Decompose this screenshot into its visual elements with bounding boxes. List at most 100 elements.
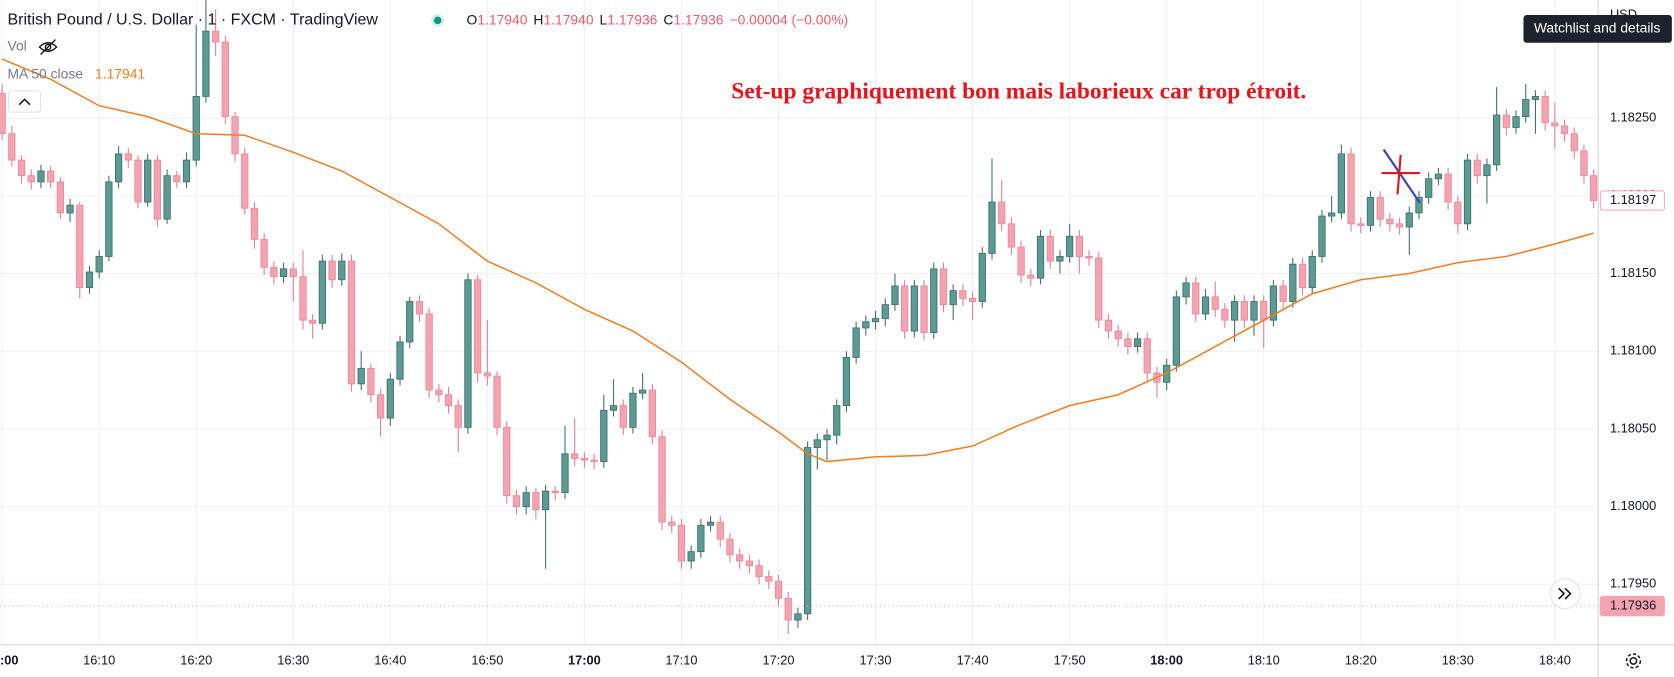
candle-body xyxy=(503,426,511,497)
candle-body xyxy=(299,276,307,321)
y-tick-label: 1.18250 xyxy=(1610,110,1656,125)
candle-body xyxy=(1298,263,1307,288)
drawing-cross[interactable] xyxy=(1396,154,1402,195)
candle-body xyxy=(8,133,16,161)
candle-body xyxy=(1415,196,1423,214)
candle-body xyxy=(454,405,462,428)
candle-body xyxy=(784,597,792,621)
candle-body xyxy=(134,159,142,203)
candle-body xyxy=(619,405,627,428)
candle-body xyxy=(1075,235,1083,257)
candle-body xyxy=(1434,173,1443,180)
x-tick-label: 16:40 xyxy=(374,652,406,667)
candle-body xyxy=(1056,256,1064,262)
candle-body xyxy=(968,297,977,302)
drawing-line[interactable] xyxy=(1382,148,1421,204)
candle-body xyxy=(27,175,35,183)
x-tick-label: 17:20 xyxy=(762,652,794,667)
symbol-title[interactable]: British Pound / U.S. Dollar · 1 · FXCM ·… xyxy=(7,12,378,29)
candle-body xyxy=(95,256,103,273)
candle-body xyxy=(85,271,94,288)
y-tick-label: 1.17950 xyxy=(1610,576,1656,591)
candle-body xyxy=(639,389,647,394)
candle-body xyxy=(328,260,336,281)
ohlc-value: 1.17936 xyxy=(607,11,657,27)
candle-body xyxy=(939,268,948,306)
candle-body xyxy=(998,201,1006,225)
settings-button[interactable] xyxy=(1625,653,1642,669)
candle-body xyxy=(483,372,491,377)
candle-body xyxy=(512,495,521,508)
candle-body xyxy=(493,375,501,428)
candle-body xyxy=(561,453,569,494)
candle-body xyxy=(1580,150,1588,177)
price-label: 1.17936 xyxy=(1610,597,1656,612)
candle-body xyxy=(1347,153,1355,225)
candle-body xyxy=(435,389,443,396)
candle-body xyxy=(338,260,346,281)
candle-body xyxy=(1328,212,1336,217)
candle-body xyxy=(910,285,918,332)
hidden-eye-icon[interactable] xyxy=(38,39,58,56)
candle-body xyxy=(260,238,268,268)
x-tick-label: 17:00 xyxy=(568,652,601,667)
candle-body xyxy=(1269,285,1278,321)
candle-body xyxy=(76,204,84,288)
grid xyxy=(0,0,1599,645)
price-label-box xyxy=(1599,190,1665,211)
candle-body xyxy=(978,252,986,302)
candle-body xyxy=(0,92,6,135)
candle-body xyxy=(522,492,530,508)
candle-body xyxy=(425,313,433,391)
x-tick-label: 17:10 xyxy=(665,652,697,667)
ohlc-value: 1.17940 xyxy=(543,11,593,27)
candle-body xyxy=(648,389,656,438)
candle-body xyxy=(163,175,171,220)
candle-body xyxy=(1357,223,1365,226)
candle-body xyxy=(202,30,210,97)
candle-body xyxy=(367,367,375,396)
candle-body xyxy=(1502,114,1510,128)
candle-body xyxy=(862,321,870,329)
candle-body xyxy=(279,268,288,278)
candle-body xyxy=(309,319,317,324)
candle-body xyxy=(270,266,278,278)
price-label-box xyxy=(1599,595,1665,617)
candle-body xyxy=(1541,95,1549,124)
y-tick-label: 1.18000 xyxy=(1610,498,1656,513)
candle-body xyxy=(1522,99,1530,118)
candle-body xyxy=(182,159,191,183)
candle-body xyxy=(1454,201,1462,225)
candle-body xyxy=(881,304,889,320)
price-label: 1.18197 xyxy=(1610,192,1656,207)
candle-body xyxy=(464,279,472,428)
candle-body xyxy=(949,290,957,306)
candle-body xyxy=(1007,223,1016,248)
ohlc-legend: O1.17940 H1.17940 L1.17936 C1.17936 −0.0… xyxy=(467,11,849,27)
y-tick-label: 1.18050 xyxy=(1610,420,1656,435)
candle-body xyxy=(988,201,996,254)
annotation[interactable]: Set-up graphiquement bon mais laborieux … xyxy=(731,78,1306,104)
candle-body xyxy=(930,268,938,334)
y-tick-label: 1.18150 xyxy=(1610,265,1656,280)
candle-body xyxy=(1085,256,1093,259)
collapse-legend-button[interactable] xyxy=(8,90,42,113)
candle-body xyxy=(1531,95,1540,100)
candle-body xyxy=(221,41,229,118)
indicator-name[interactable]: MA 50 close xyxy=(7,65,83,81)
candle-body xyxy=(1201,296,1210,315)
candle-body xyxy=(580,458,589,461)
volume-label[interactable]: Vol xyxy=(7,38,26,54)
x-tick-label: 16:30 xyxy=(277,652,309,667)
candle-body xyxy=(852,327,860,358)
candle-body xyxy=(144,159,152,203)
price-change: −0.00004 (−0.00%) xyxy=(729,11,848,27)
candle-body xyxy=(1492,114,1501,166)
candle-body xyxy=(357,367,365,385)
ohlc-key: H xyxy=(533,11,543,27)
candle-body xyxy=(192,95,200,161)
candle-body xyxy=(1133,338,1142,347)
candle-body xyxy=(871,318,880,323)
candle-body xyxy=(706,521,715,526)
